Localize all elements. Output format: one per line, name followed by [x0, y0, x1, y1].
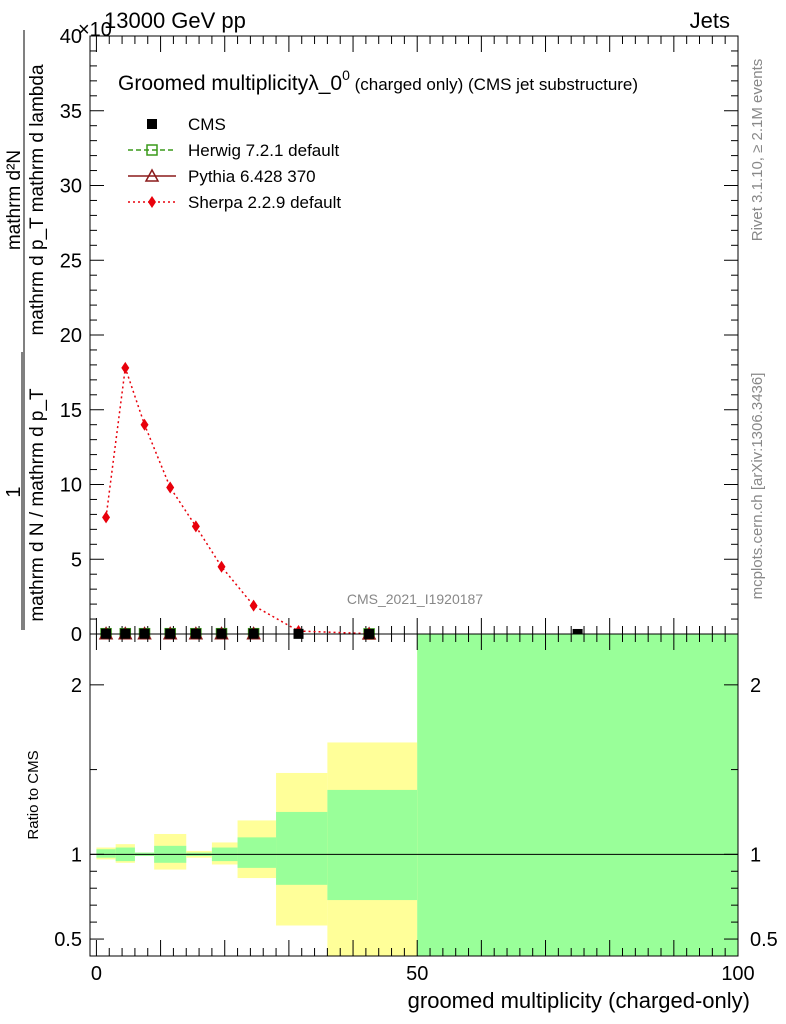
- ylabel-prefix: 1: [3, 486, 25, 497]
- data-point: [191, 520, 200, 533]
- header-top-right: Jets: [690, 8, 730, 33]
- y-tick-label: 40: [60, 26, 82, 48]
- ratio-band-green: [417, 634, 738, 956]
- y-tick-label: 15: [60, 400, 82, 422]
- y-tick-label: 25: [60, 250, 82, 272]
- x-tick-label: 0: [91, 963, 102, 985]
- main-y-axis: 0 5 10 15 20 25 30 35 40: [60, 26, 738, 646]
- y-tick-label: 10: [60, 475, 82, 497]
- ratio-bands-layer: [96, 634, 738, 956]
- ratio-band-green: [276, 811, 328, 885]
- chart-title-main: Groomed multiplicityλ_0: [118, 72, 342, 95]
- ylabel-prefix-denominator: mathrm d N / mathrm d p_T: [27, 388, 48, 622]
- ratio-y-tick-label-right: 0.5: [750, 929, 778, 951]
- ratio-plot-frame: [89, 633, 739, 957]
- ratio-y-tick-label: 1: [71, 844, 82, 866]
- ratio-y-tick-label-right: 1: [750, 844, 761, 866]
- ratio-y-axis: 0.5 0.5 1 1 2 2: [54, 675, 778, 951]
- header-exponent: ×10: [78, 19, 112, 41]
- data-point: [102, 511, 111, 524]
- ratio-y-tick-label: 2: [71, 675, 82, 697]
- ratio-x-axis: 0 50 100: [91, 634, 755, 985]
- ratio-band-green: [327, 789, 418, 901]
- chart-title-superscript: 0: [342, 67, 350, 83]
- legend-label: Pythia 6.428 370: [188, 167, 316, 186]
- legend-item: Sherpa 2.2.9 default: [128, 193, 341, 212]
- ratio-y-tick-label: 0.5: [54, 929, 82, 951]
- chart-title: Groomed multiplicityλ_00 (charged only) …: [118, 67, 638, 95]
- x-tick-label: 50: [406, 963, 428, 985]
- ratio-y-tick-label-right: 2: [750, 675, 761, 697]
- ratio-plot-panel: 0.5 0.5 1 1 2 2 0 50 100 Ratio to CMS groomed m…: [25, 633, 778, 1013]
- side-label-bottom: mcplots.cern.ch [arXiv:1306.3436]: [749, 373, 766, 600]
- x-axis-label: groomed multiplicity (charged-only): [408, 988, 750, 1013]
- data-point: [249, 599, 258, 612]
- legend-marker: [147, 119, 157, 129]
- y-tick-label: 35: [60, 101, 82, 123]
- legend: CMS Herwig 7.2.1 default Pythia 6.428 370 S…: [128, 115, 341, 212]
- legend-marker: [146, 144, 158, 156]
- ratio-y-axis-label: Ratio to CMS: [25, 750, 42, 839]
- legend-item: Pythia 6.428 370: [128, 167, 316, 186]
- legend-item: Herwig 7.2.1 default: [128, 141, 339, 160]
- y-tick-label: 0: [71, 624, 82, 646]
- y-tick-label: 30: [60, 176, 82, 198]
- data-point: [140, 418, 149, 431]
- ratio-band-green: [237, 837, 277, 868]
- data-point: [166, 481, 175, 494]
- data-point: [121, 361, 130, 374]
- ylabel-numerator: mathrm d²N: [4, 150, 25, 250]
- main-series-layer: [98, 361, 583, 640]
- ylabel-denominator: mathrm d p_T mathrm d lambda: [27, 64, 48, 335]
- legend-label: Herwig 7.2.1 default: [188, 141, 339, 160]
- legend-marker: [148, 196, 156, 208]
- chart-title-suffix-small: (charged only): [350, 75, 463, 94]
- legend-marker: [144, 168, 160, 182]
- legend-label: CMS: [188, 115, 226, 134]
- sherpa-line: [105, 367, 370, 635]
- side-label-top: Rivet 3.1.10, ≥ 2.1M events: [749, 59, 766, 242]
- data-point: [217, 560, 226, 573]
- legend-label: Sherpa 2.2.9 default: [188, 193, 341, 212]
- analysis-label: CMS_2021_I1920187: [347, 591, 483, 607]
- ratio-band-green: [96, 849, 116, 858]
- series-sherpa-2-2-9-default: [102, 361, 374, 640]
- main-y-axis-label: 1 mathrm d N / mathrm d p_T mathrm d²N m…: [3, 30, 48, 630]
- y-tick-label: 20: [60, 325, 82, 347]
- legend-item: CMS: [147, 115, 226, 134]
- y-tick-label: 5: [71, 549, 82, 571]
- header-top-left: 13000 GeV pp: [104, 8, 246, 33]
- main-x-axis-ticks: [95, 36, 739, 634]
- x-tick-label: 100: [721, 963, 754, 985]
- chart-title-suffix: (CMS jet substructure): [463, 75, 638, 94]
